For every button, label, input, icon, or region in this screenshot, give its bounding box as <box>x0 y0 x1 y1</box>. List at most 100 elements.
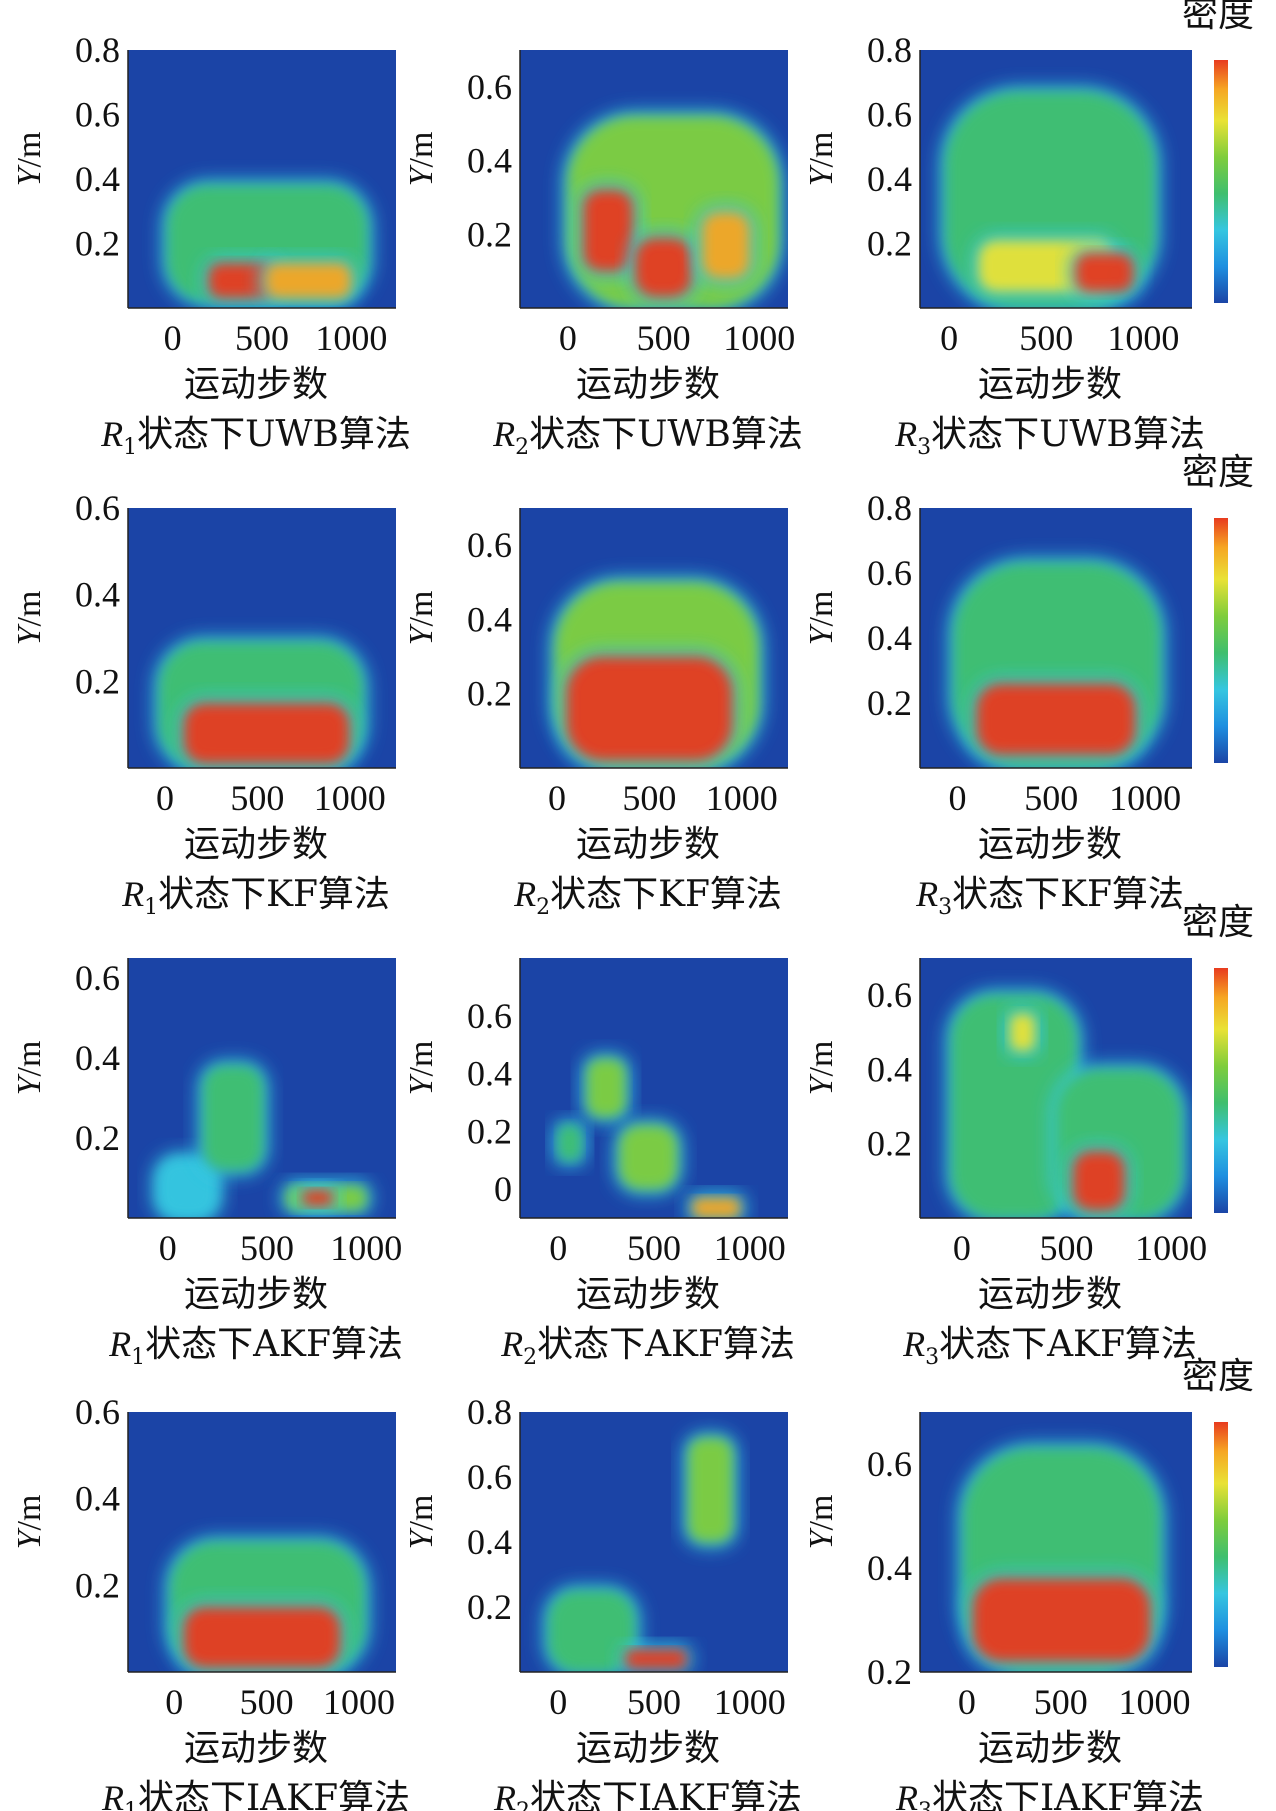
panel-9: 0.2 0.4 0.6 0 500 1000 Y/m 运动步数 R3状态下AKF算法 密度 <box>803 902 1254 1370</box>
caption-text: 状态下IAKF算法 <box>932 1778 1204 1811</box>
caption-text: 状态下UWB算法 <box>931 414 1205 455</box>
y-axis-label-unit: /m <box>403 132 440 168</box>
y-tick-label: 0.2 <box>467 674 512 714</box>
colorbar-label: 密度 <box>1182 902 1254 943</box>
y-tick-label: 0.6 <box>467 67 512 107</box>
density-layer <box>153 636 369 768</box>
panel-2: 0.2 0.4 0.6 0 500 1000 Y/m 运动步数 R2状态下UWB算法 <box>403 50 803 460</box>
y-tick-label: 0.2 <box>867 1652 912 1692</box>
panel-caption: R1状态下KF算法 <box>121 874 390 920</box>
density-layer <box>939 85 1162 308</box>
caption-symbol: R <box>100 414 123 454</box>
colorbar <box>1214 1422 1228 1667</box>
y-axis-label-unit: /m <box>403 1041 440 1077</box>
y-tick-label: 0.6 <box>467 996 512 1036</box>
caption-symbol: R <box>895 1778 918 1811</box>
y-tick-label: 0.2 <box>467 1587 512 1627</box>
caption-symbol: R <box>493 1778 516 1811</box>
density-layer <box>164 1536 371 1672</box>
x-axis-label: 运动步数 <box>978 364 1122 405</box>
caption-symbol: R <box>492 414 515 454</box>
y-tick-label: 0.4 <box>75 1479 120 1519</box>
caption-symbol: R <box>902 1324 925 1364</box>
y-axis-label-symbol: Y <box>11 623 48 645</box>
x-tick-label: 1000 <box>714 1228 786 1268</box>
density-layer <box>947 557 1167 768</box>
panel-1: 0.2 0.4 0.6 0.8 0 500 1000 Y/m 运动步数 R1状态下UWB算法 <box>11 30 411 460</box>
y-axis-label: Y/m <box>803 132 840 187</box>
x-tick-label: 500 <box>1039 1228 1093 1268</box>
y-tick-label: 0.2 <box>467 1111 512 1151</box>
y-axis-label: Y/m <box>11 591 48 646</box>
density-blob-2 <box>183 1607 341 1668</box>
y-tick-label: 0.2 <box>75 1565 120 1605</box>
y-axis-label-unit: /m <box>403 591 440 627</box>
y-axis-label: Y/m <box>803 1041 840 1096</box>
x-tick-label: 500 <box>622 778 676 818</box>
colorbar <box>1214 60 1228 303</box>
x-axis-label: 运动步数 <box>576 1274 720 1315</box>
caption-text: 状态下KF算法 <box>158 874 390 915</box>
y-tick-label: 0.6 <box>867 975 912 1015</box>
y-axis-label: Y/m <box>403 1041 440 1096</box>
panel-caption: R3状态下UWB算法 <box>894 414 1205 460</box>
y-tick-label: 0.4 <box>867 159 912 199</box>
y-axis-label-symbol: Y <box>803 623 840 645</box>
y-tick-label: 0.4 <box>75 575 120 615</box>
density-blob-1 <box>548 1590 635 1672</box>
density-blob-3 <box>1072 1151 1126 1211</box>
colorbar-label: 密度 <box>1182 0 1254 35</box>
density-blob-2 <box>972 1578 1151 1662</box>
x-axis-label: 运动步数 <box>184 1274 328 1315</box>
x-axis-label: 运动步数 <box>184 824 328 865</box>
x-tick-label: 0 <box>164 318 182 358</box>
x-tick-label: 0 <box>559 318 577 358</box>
y-axis-label-unit: /m <box>11 1041 48 1077</box>
x-axis-label: 运动步数 <box>978 1274 1122 1315</box>
density-blob-4 <box>692 1197 741 1218</box>
y-tick-label: 0.4 <box>867 618 912 658</box>
x-tick-label: 0 <box>548 778 566 818</box>
y-axis-label-symbol: Y <box>803 164 840 186</box>
x-axis-label: 运动步数 <box>576 1728 720 1769</box>
caption-subscript: 1 <box>131 1345 145 1370</box>
y-tick-label: 0.6 <box>867 1444 912 1484</box>
colorbar-label: 密度 <box>1182 452 1254 493</box>
y-axis-label-symbol: Y <box>403 623 440 645</box>
caption-symbol: R <box>500 1324 523 1364</box>
caption-text: 状态下UWB算法 <box>137 414 411 455</box>
y-axis-label-symbol: Y <box>11 164 48 186</box>
y-axis-label-unit: /m <box>803 1041 840 1077</box>
y-axis-label-symbol: Y <box>803 1527 840 1549</box>
density-blob-2 <box>587 1059 626 1117</box>
y-tick-label: 0.6 <box>467 1457 512 1497</box>
y-axis-label-symbol: Y <box>11 1527 48 1549</box>
caption-text: 状态下AKF算法 <box>145 1324 403 1365</box>
panel-caption: R2状态下AKF算法 <box>500 1324 795 1370</box>
panel-caption: R1状态下IAKF算法 <box>101 1778 410 1811</box>
x-tick-label: 1000 <box>706 778 778 818</box>
x-tick-label: 1000 <box>315 318 387 358</box>
x-tick-label: 1000 <box>314 778 386 818</box>
y-axis-label-symbol: Y <box>403 1527 440 1549</box>
panel-caption: R1状态下UWB算法 <box>100 414 411 460</box>
x-tick-label: 500 <box>637 318 691 358</box>
y-axis-label: Y/m <box>11 132 48 187</box>
panel-caption: R3状态下KF算法 <box>915 874 1184 920</box>
y-tick-label: 0 <box>494 1169 512 1209</box>
x-tick-label: 500 <box>627 1682 681 1722</box>
caption-subscript: 2 <box>516 1799 530 1811</box>
x-tick-label: 0 <box>958 1682 976 1722</box>
density-blob-3 <box>265 262 352 299</box>
y-tick-label: 0.4 <box>467 1522 512 1562</box>
density-layer <box>552 1053 747 1218</box>
y-axis-label: Y/m <box>403 591 440 646</box>
x-tick-label: 1000 <box>1107 318 1179 358</box>
caption-subscript: 1 <box>123 435 137 460</box>
x-axis-label: 运动步数 <box>576 364 720 405</box>
density-layer <box>151 1060 373 1218</box>
x-tick-label: 1000 <box>323 1682 395 1722</box>
y-tick-label: 0.8 <box>467 1392 512 1432</box>
density-blob-1 <box>558 1125 582 1161</box>
